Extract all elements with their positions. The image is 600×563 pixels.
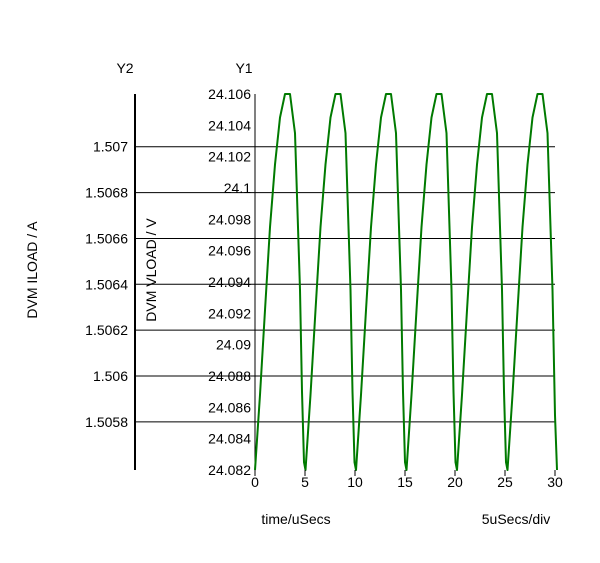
y1-tick-label: 24.086 xyxy=(208,399,251,415)
y2-axis-label: DVM ILOAD / A xyxy=(24,221,40,319)
x-tick-label: 30 xyxy=(547,474,563,490)
y1-tick-label: 24.1 xyxy=(224,180,251,196)
y1-tick-label: 24.082 xyxy=(208,462,251,478)
y1-axis-header: Y1 xyxy=(235,60,252,76)
x-tick-label: 25 xyxy=(497,474,513,490)
y2-tick-label: 1.5058 xyxy=(85,414,128,430)
tick-layer: 1.507 1.5068 1.5066 1.5064 1.5062 1.506 1.5058… xyxy=(85,86,563,490)
y2-tick-label: 1.506 xyxy=(93,368,128,384)
y1-tick-label: 24.104 xyxy=(208,117,251,133)
y1-tick-label: 24.106 xyxy=(208,86,251,102)
y1-tick-label: 24.094 xyxy=(208,274,251,290)
y1-tick-label: 24.092 xyxy=(208,305,251,321)
series-line-vload xyxy=(254,93,558,471)
y1-tick-label: 24.096 xyxy=(208,243,251,259)
grid-layer xyxy=(135,146,555,423)
y1-tick-label: 24.09 xyxy=(216,337,251,353)
x-tick-label: 20 xyxy=(447,474,463,490)
y2-tick-label: 1.5062 xyxy=(85,322,128,338)
x-tick-label: 10 xyxy=(347,474,363,490)
x-tick-label: 15 xyxy=(397,474,413,490)
x-axis-label: time/uSecs xyxy=(261,511,330,527)
series-layer xyxy=(254,93,558,471)
x-scale-label: 5uSecs/div xyxy=(482,511,550,527)
x-tick-label: 5 xyxy=(301,474,309,490)
y1-tick-label: 24.088 xyxy=(208,368,251,384)
y2-tick-label: 1.5068 xyxy=(85,185,128,201)
x-tick-label: 0 xyxy=(251,474,259,490)
y1-tick-label: 24.102 xyxy=(208,149,251,165)
y2-axis-header: Y2 xyxy=(116,60,133,76)
y1-tick-label: 24.084 xyxy=(208,431,251,447)
y2-tick-label: 1.5066 xyxy=(85,230,128,246)
y2-tick-label: 1.5064 xyxy=(85,276,128,292)
y1-tick-label: 24.098 xyxy=(208,211,251,227)
y1-axis-label: DVM VLOAD / V xyxy=(143,218,159,322)
y2-tick-label: 1.507 xyxy=(93,139,128,155)
